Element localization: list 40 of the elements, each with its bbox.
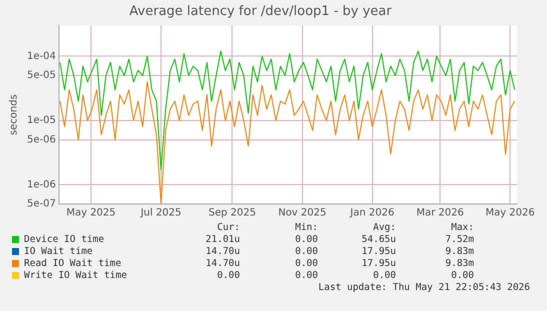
x-tick-label: Jan 2026 <box>349 208 394 219</box>
text: Max: <box>450 222 474 234</box>
x-tick-label: Nov 2025 <box>278 208 326 219</box>
y-tick-label: 5e-06 <box>26 134 56 146</box>
text: 14.70u <box>204 246 240 258</box>
chart-title: Average latency for /dev/loop1 - by year <box>129 4 392 20</box>
y-tick-label: 1e-05 <box>26 115 56 126</box>
text: Min: <box>294 222 318 234</box>
y-tick-label: 5e-05 <box>26 70 56 82</box>
text: 0.00 <box>294 246 318 258</box>
text: 0.00 <box>372 270 396 282</box>
text: Cur: <box>216 222 240 234</box>
x-tick-label: May 2026 <box>485 208 535 219</box>
text: Last update: Thu May 21 22:05:43 2026 <box>318 282 530 293</box>
legend-label: Device IO time <box>23 234 106 246</box>
text: 0.00 <box>216 270 240 282</box>
y-axis-title: seconds <box>8 94 20 136</box>
x-tick-label: May 2025 <box>66 208 116 219</box>
x-tick-label: Mar 2026 <box>416 208 464 219</box>
text: 0.00 <box>294 234 318 246</box>
x-tick-label: Sep 2025 <box>208 208 256 219</box>
text: 14.70u <box>204 258 240 270</box>
legend-label: IO Wait time <box>23 246 94 258</box>
text: 0.00 <box>294 258 318 270</box>
text: Avg: <box>372 222 396 234</box>
text: 54.65u <box>360 234 396 246</box>
legend-label: Read IO Wait time <box>23 258 122 270</box>
text: 17.95u <box>360 246 396 258</box>
text: 17.95u <box>360 258 396 270</box>
text: 7.52m <box>444 234 474 246</box>
y-tick-label: 1e-06 <box>26 179 56 190</box>
text: 9.83m <box>444 246 474 258</box>
text: 21.01u <box>204 234 240 246</box>
y-tick-label: 1e-04 <box>26 50 56 62</box>
legend-label: Write IO Wait time <box>23 270 128 282</box>
y-tick-label: 5e-07 <box>26 198 56 210</box>
text: 9.83m <box>444 258 474 270</box>
text: 0.00 <box>450 270 474 282</box>
x-tick-label: Jul 2025 <box>140 208 182 219</box>
text: 0.00 <box>294 270 318 282</box>
